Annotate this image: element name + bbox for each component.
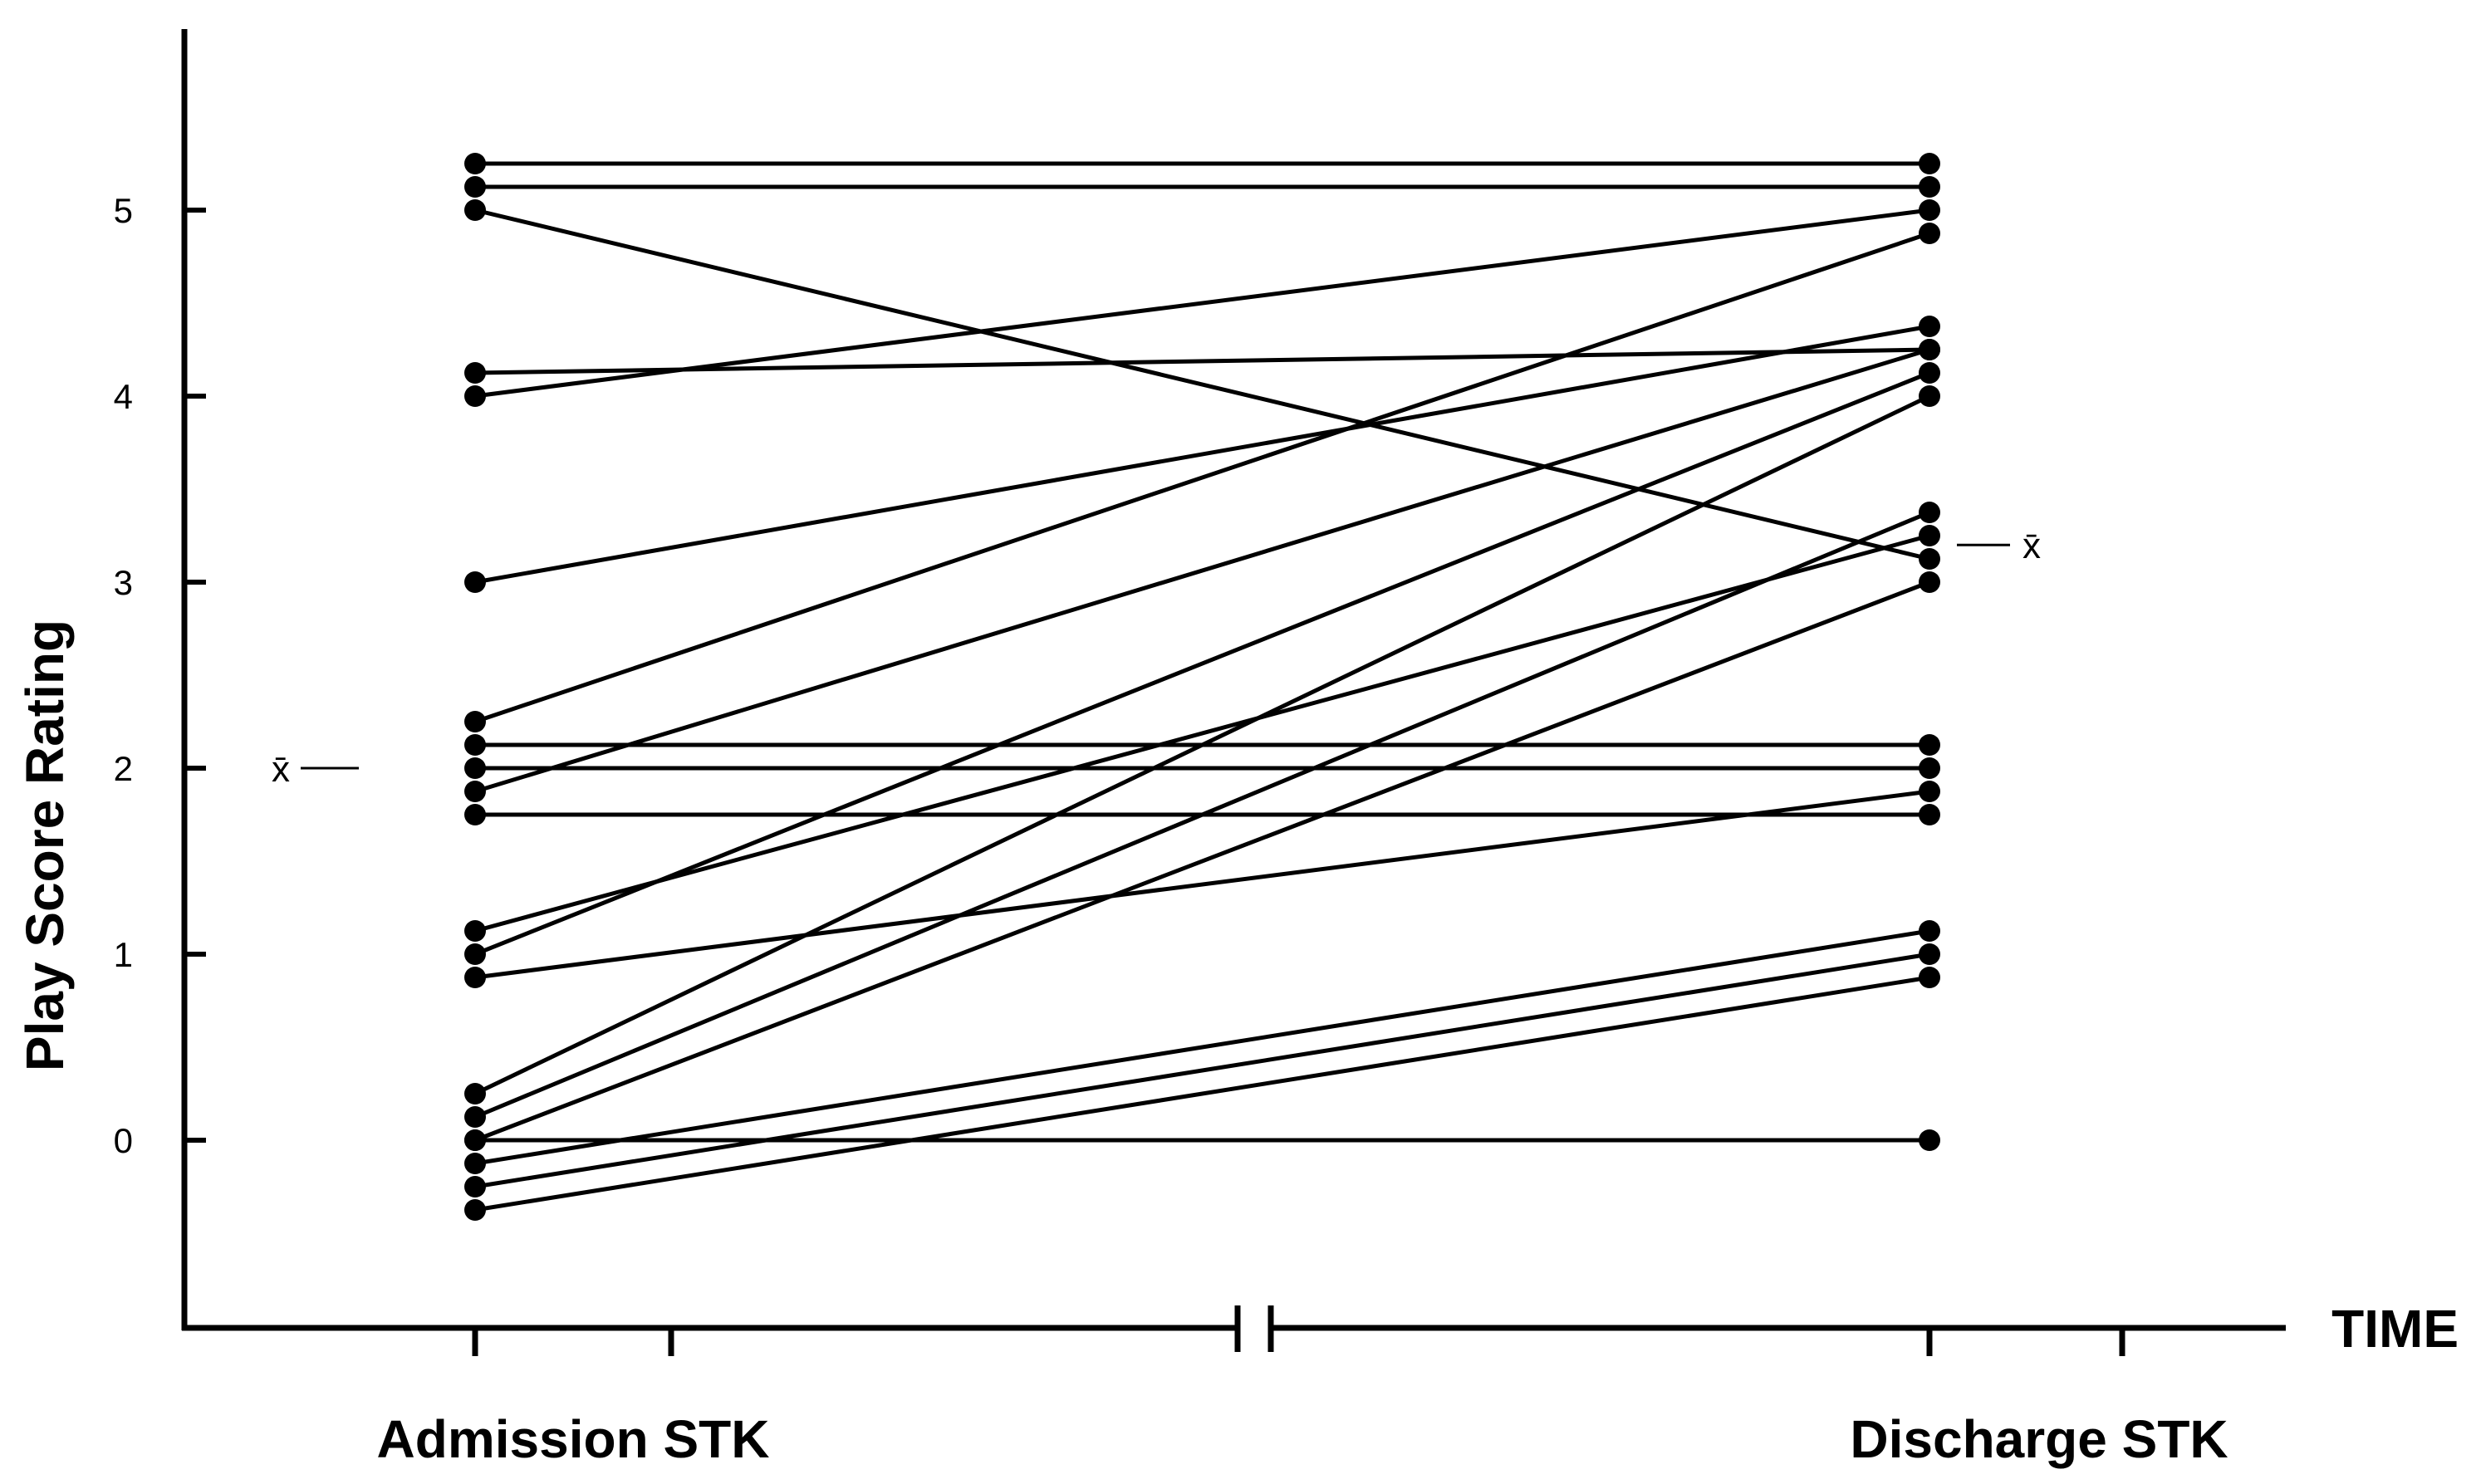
category-label-discharge: Discharge STK [1850, 1409, 2228, 1469]
series-line [474, 789, 1930, 980]
discharge-point [1919, 781, 1940, 802]
discharge-point [1919, 223, 1940, 244]
discharge-point [1919, 757, 1940, 779]
admission-point [464, 711, 486, 732]
admission-point [464, 385, 486, 407]
discharge-point [1919, 385, 1940, 407]
admission-point [464, 967, 486, 988]
series-line [474, 975, 1930, 1212]
admission-point [464, 199, 486, 221]
series-line [474, 231, 1930, 724]
discharge-point [1919, 153, 1940, 174]
category-label-admission: Admission STK [377, 1409, 770, 1469]
discharge-point [1919, 316, 1940, 337]
admission-point [464, 734, 486, 756]
admission-point [464, 1199, 486, 1221]
discharge-point [1919, 176, 1940, 198]
series-line [474, 208, 1930, 561]
discharge-point [1919, 199, 1940, 221]
series-line [474, 208, 1930, 399]
admission-point [464, 804, 486, 825]
admission-point [464, 1129, 486, 1151]
discharge-point [1919, 571, 1940, 593]
series-line [474, 952, 1930, 1189]
discharge-point [1919, 525, 1940, 546]
discharge-mean-label: x̄ [2022, 526, 2041, 566]
admission-point [464, 1176, 486, 1197]
series-line [474, 533, 1930, 933]
axes [181, 29, 2286, 1356]
admission-point [464, 920, 486, 942]
y-tick-label: 0 [114, 1121, 133, 1160]
series-line [474, 928, 1930, 1166]
y-tick-label: 2 [114, 749, 133, 788]
discharge-point [1919, 548, 1940, 570]
series-layer [464, 153, 1940, 1221]
discharge-point [1919, 502, 1940, 523]
admission-point [464, 571, 486, 593]
discharge-point [1919, 920, 1940, 942]
x-axis-title: TIME [2331, 1299, 2459, 1359]
discharge-point [1919, 804, 1940, 825]
discharge-point [1919, 362, 1940, 384]
admission-point [464, 1153, 486, 1174]
discharge-point [1919, 734, 1940, 756]
discharge-point [1919, 339, 1940, 360]
y-tick-label: 1 [114, 935, 133, 974]
admission-mean-label: x̄ [272, 749, 290, 790]
admission-point [464, 362, 486, 384]
y-tick-label: 3 [114, 563, 133, 602]
discharge-point [1919, 967, 1940, 988]
y-axis-title: Play Score Rating [15, 620, 75, 1071]
admission-point [464, 1106, 486, 1128]
discharge-point [1919, 1129, 1940, 1151]
admission-point [464, 176, 486, 198]
y-tick-label: 4 [114, 377, 133, 416]
admission-point [464, 757, 486, 779]
y-tick-label: 5 [114, 191, 133, 230]
admission-point [464, 781, 486, 802]
admission-point [464, 943, 486, 965]
series-line [474, 324, 1930, 585]
series-line [473, 394, 1931, 1096]
series-line [474, 510, 1930, 1119]
series-line [474, 347, 1930, 375]
series-line [474, 580, 1930, 1143]
admission-point [464, 1083, 486, 1104]
series-line [474, 347, 1930, 794]
admission-point [464, 153, 486, 174]
labels: 0 1 2 3 4 5 Play Score Rating TIME Admission STK… [15, 191, 2459, 1469]
discharge-point [1919, 943, 1940, 965]
series-line [474, 370, 1930, 957]
